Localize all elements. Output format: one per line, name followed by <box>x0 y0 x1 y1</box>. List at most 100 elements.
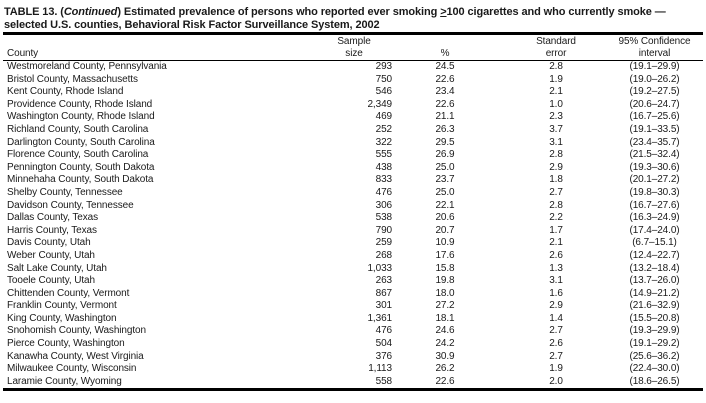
percent-cell: 18.0 <box>435 287 455 299</box>
sample-size-cell: 790 <box>375 224 392 236</box>
column-header-percent: % <box>396 33 506 61</box>
table-row: Dallas County, Texas 538 20.6 2.2 (16.3–24.9… <box>3 212 703 225</box>
header-row: County Sample size % Standard error 95% Co… <box>3 33 703 61</box>
std-error-cell: 3.7 <box>549 123 563 135</box>
std-error-cell: 1.3 <box>549 262 563 274</box>
percent-cell: 25.0 <box>435 161 455 173</box>
table-row: Pierce County, Washington 504 24.2 2.6 (19.1… <box>3 338 703 351</box>
county-cell: Pierce County, Washington <box>7 338 125 350</box>
sample-size-cell: 867 <box>375 287 392 299</box>
county-cell: Davidson County, Tennessee <box>7 199 134 211</box>
ci-cell: (19.2–27.5) <box>629 86 680 98</box>
std-error-cell: 2.2 <box>549 212 563 224</box>
table-row: Davis County, Utah 259 10.9 2.1 (6.7–15.1) <box>3 237 703 250</box>
percent-cell: 29.5 <box>435 136 455 148</box>
county-cell: Kent County, Rhode Island <box>7 86 124 98</box>
sample-size-cell: 376 <box>375 350 392 362</box>
table-row: Snohomish County, Washington 476 24.6 2.7 (1… <box>3 325 703 338</box>
county-cell: Minnehaha County, South Dakota <box>7 174 154 186</box>
std-error-cell: 2.7 <box>549 186 563 198</box>
table-row: Florence County, South Carolina 555 26.9 2.… <box>3 149 703 162</box>
std-error-cell: 1.9 <box>549 73 563 85</box>
sample-size-cell: 1,113 <box>368 363 392 375</box>
std-error-cell: 1.0 <box>549 98 563 110</box>
sample-size-cell: 301 <box>375 300 392 312</box>
sample-size-cell: 268 <box>375 249 392 261</box>
ci-header-line1: 95% Confidence <box>618 36 691 47</box>
std-error-cell: 2.0 <box>549 375 563 387</box>
sample-size-cell: 322 <box>375 136 392 148</box>
table-row: Minnehaha County, South Dakota 833 23.7 1.8… <box>3 174 703 187</box>
percent-cell: 24.2 <box>435 338 455 350</box>
sample-size-cell: 2,349 <box>367 98 392 110</box>
sample-size-cell: 252 <box>375 123 392 135</box>
county-cell: Davis County, Utah <box>7 237 91 249</box>
ci-cell: (19.1–29.2) <box>629 338 680 350</box>
sample-size-cell: 476 <box>375 186 392 198</box>
table-row: Davidson County, Tennessee 306 22.1 2.8 (16.… <box>3 200 703 213</box>
std-error-cell: 2.6 <box>549 249 563 261</box>
county-cell: Milwaukee County, Wisconsin <box>7 363 137 375</box>
percent-cell: 22.6 <box>435 98 455 110</box>
prevalence-table: County Sample size % Standard error 95% Co… <box>3 32 703 392</box>
std-error-cell: 2.7 <box>549 350 563 362</box>
county-cell: Florence County, South Carolina <box>7 149 149 161</box>
ci-cell: (16.7–25.6) <box>629 111 680 123</box>
county-cell: Kanawha County, West Virginia <box>7 350 144 362</box>
sample-size-header-line2: size <box>345 47 363 59</box>
std-error-cell: 1.8 <box>549 174 563 186</box>
std-error-cell: 2.6 <box>549 338 563 350</box>
percent-cell: 23.4 <box>435 86 455 98</box>
percent-cell: 22.1 <box>435 199 455 211</box>
ci-cell: (19.1–33.5) <box>629 123 680 135</box>
county-cell: King County, Washington <box>7 312 117 324</box>
table-title-line2: selected U.S. counties, Behavioral Risk … <box>4 18 380 31</box>
percent-cell: 25.0 <box>435 186 455 198</box>
title-continued: Continued <box>63 6 118 18</box>
ci-cell: (19.1–29.9) <box>629 61 680 72</box>
table-body: Westmoreland County, Pennsylvania 293 24.5… <box>3 61 703 390</box>
table-row: Washington County, Rhode Island 469 21.1 2.… <box>3 111 703 124</box>
std-error-cell: 1.4 <box>549 312 563 324</box>
ci-cell: (13.7–26.0) <box>629 275 680 287</box>
table-row: Salt Lake County, Utah 1,033 15.8 1.3 (13.2–… <box>3 263 703 276</box>
percent-cell: 15.8 <box>435 262 455 274</box>
ci-cell: (25.6–36.2) <box>629 350 680 362</box>
percent-cell: 24.5 <box>435 61 455 72</box>
sample-size-cell: 469 <box>375 111 392 123</box>
county-cell: Richland County, South Carolina <box>7 123 149 135</box>
percent-cell: 21.1 <box>435 111 455 123</box>
std-error-cell: 1.9 <box>549 363 563 375</box>
percent-cell: 22.6 <box>435 375 455 387</box>
sample-size-cell: 555 <box>375 149 392 161</box>
county-cell: Shelby County, Tennessee <box>7 186 123 198</box>
county-cell: Harris County, Texas <box>7 224 97 236</box>
std-error-cell: 3.1 <box>549 275 563 287</box>
std-error-header-line1: Standard <box>536 36 576 47</box>
std-error-cell: 1.6 <box>549 287 563 299</box>
sample-size-cell: 306 <box>375 199 392 211</box>
county-cell: Bristol County, Massachusetts <box>7 73 138 85</box>
table-row: Kanawha County, West Virginia 376 30.9 2.7 (… <box>3 351 703 364</box>
percent-cell: 20.6 <box>435 212 455 224</box>
std-error-cell: 2.8 <box>549 61 563 72</box>
sample-size-cell: 476 <box>375 325 392 337</box>
ci-cell: (14.9–21.2) <box>629 287 680 299</box>
table-row: Tooele County, Utah 263 19.8 3.1 (13.7–26.0) <box>3 275 703 288</box>
percent-cell: 22.6 <box>435 73 455 85</box>
county-cell: Westmoreland County, Pennsylvania <box>7 61 167 72</box>
sample-size-cell: 558 <box>375 375 392 387</box>
county-cell: Weber County, Utah <box>7 249 95 261</box>
sample-size-cell: 1,361 <box>367 312 392 324</box>
ci-cell: (19.0–26.2) <box>629 73 680 85</box>
ci-cell: (21.5–32.4) <box>629 149 680 161</box>
ci-cell: (16.7–27.6) <box>629 199 680 211</box>
county-cell: Darlington County, South Carolina <box>7 136 155 148</box>
ci-header-line2: interval <box>638 47 671 59</box>
ci-cell: (16.3–24.9) <box>629 212 680 224</box>
title-part3: 100 cigarettes and who currently smoke — <box>446 6 666 18</box>
table-row: Shelby County, Tennessee 476 25.0 2.7 (19.8–… <box>3 187 703 200</box>
ci-cell: (15.5–20.8) <box>629 312 680 324</box>
document-page: TABLE 13. (Continued) Estimated prevalen… <box>3 6 703 392</box>
ci-cell: (17.4–24.0) <box>629 224 680 236</box>
